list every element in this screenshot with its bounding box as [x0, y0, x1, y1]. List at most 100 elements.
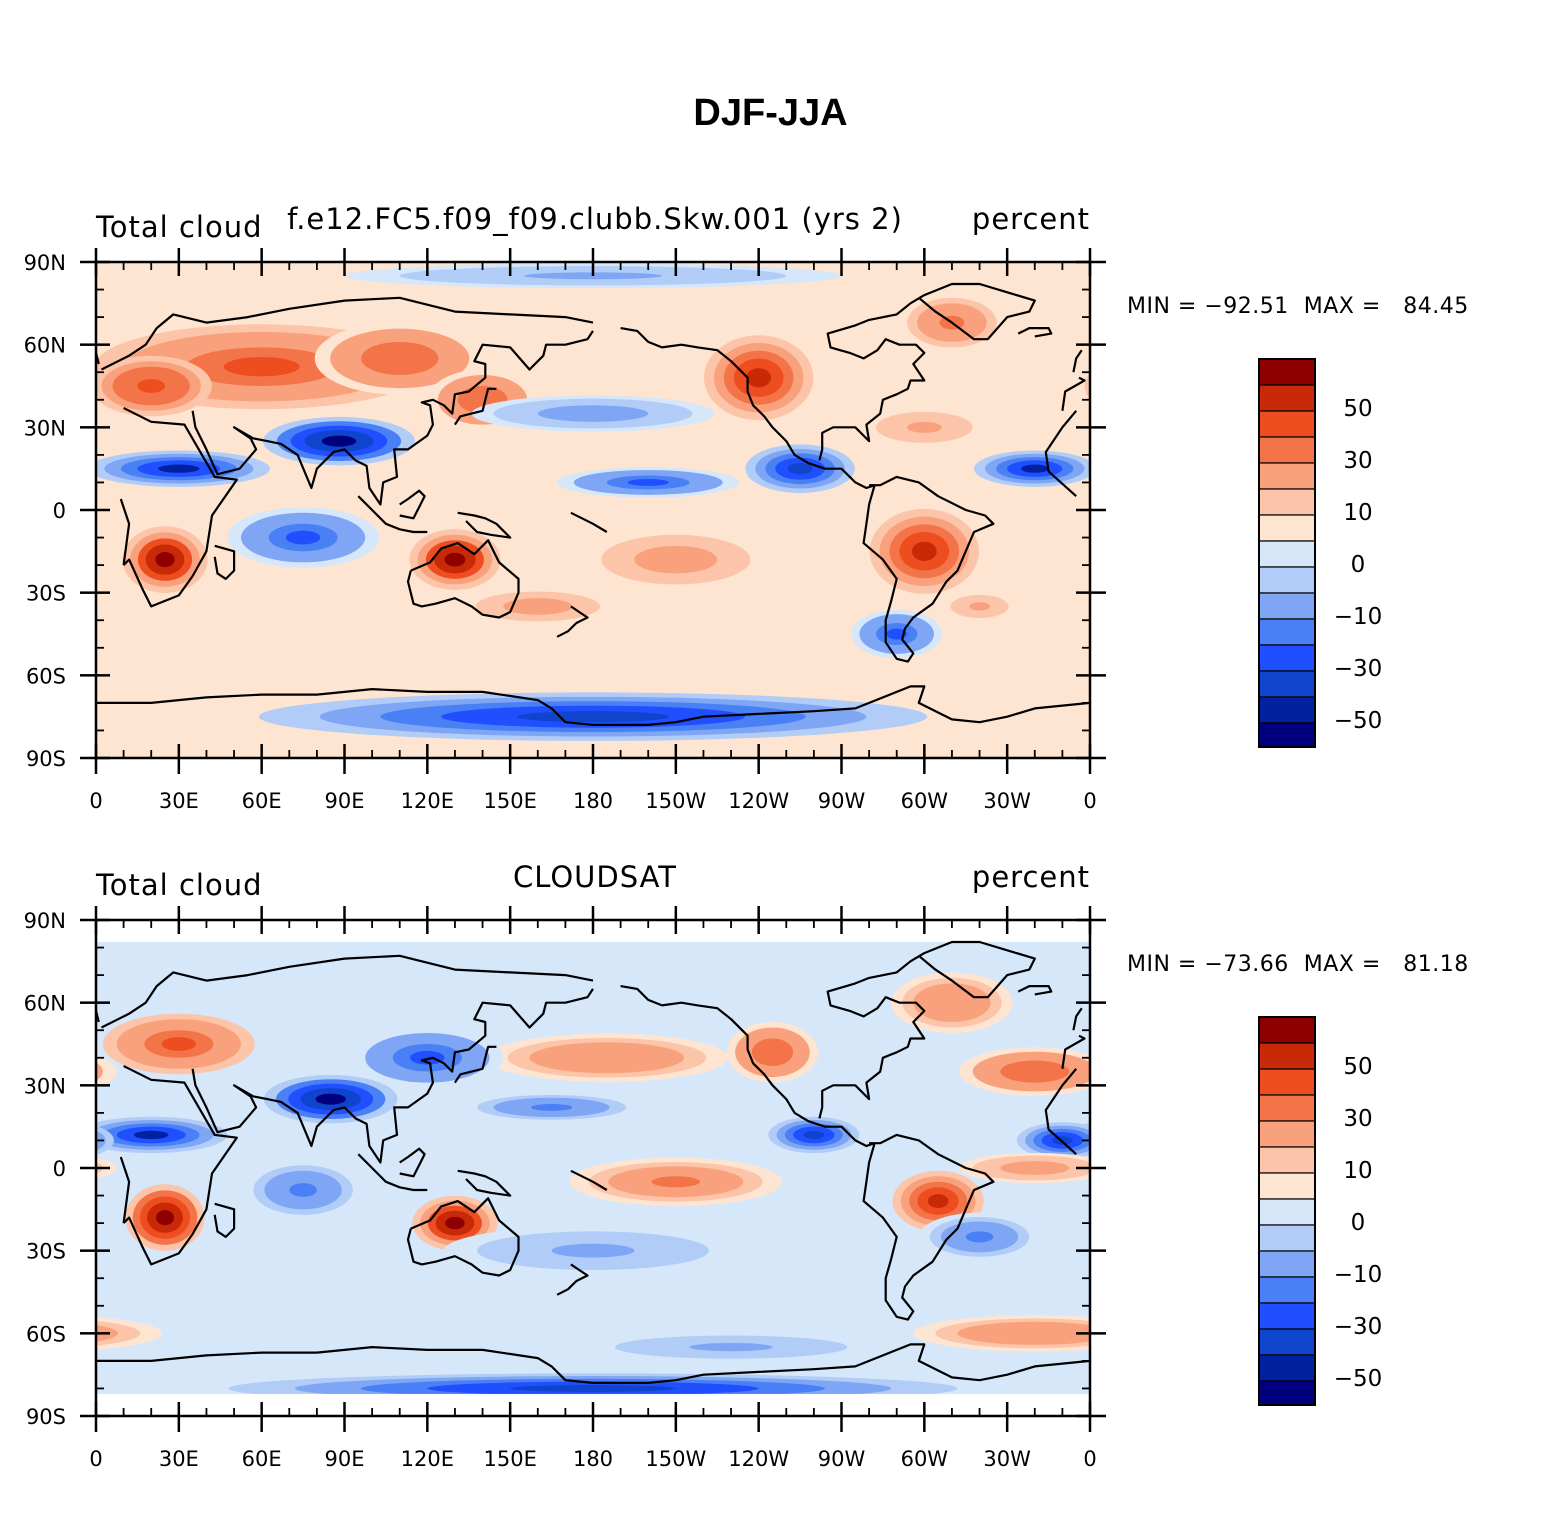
coastline — [457, 1169, 512, 1197]
colorbar-swatch — [1258, 410, 1316, 438]
lon-tick-label: 30W — [983, 789, 1031, 813]
coastline — [191, 988, 594, 1164]
coastline — [122, 1065, 238, 1266]
negative-contour — [96, 461, 102, 477]
negative-contour — [1081, 461, 1090, 477]
colorbar-label: 0 — [1350, 552, 1366, 578]
coastline — [1044, 1068, 1078, 1156]
positive-contour — [96, 1054, 117, 1089]
coastline — [357, 1153, 428, 1192]
colorbar-swatch — [1258, 358, 1316, 386]
coastline — [399, 1147, 426, 1178]
positive-contour — [927, 1194, 949, 1208]
lon-tick-label: 30E — [159, 789, 199, 813]
lat-tick-label: 90S — [26, 1405, 66, 1429]
negative-contour — [565, 409, 621, 418]
colorbar-swatch — [1258, 488, 1316, 516]
coastline — [556, 1263, 589, 1296]
lat-tick-label: 60N — [24, 992, 66, 1016]
panel-case-label: CLOUDSAT — [512, 860, 677, 894]
colorbar-swatch — [1258, 566, 1316, 594]
coastline — [1061, 1034, 1086, 1069]
negative-contour — [321, 435, 357, 447]
lon-tick-label: 120E — [401, 1447, 454, 1471]
coastline — [453, 1045, 497, 1084]
positive-contour — [1017, 1164, 1053, 1172]
coastline — [101, 954, 594, 1029]
coastline — [1017, 985, 1053, 996]
panel-units-label: percent — [971, 860, 1090, 894]
negative-contour — [1020, 464, 1049, 473]
lon-tick-label: 150E — [483, 789, 536, 813]
minmax-readout: MIN = −92.51 MAX = 84.45 — [1127, 294, 1469, 319]
negative-contour — [410, 1050, 445, 1065]
coastline — [1061, 376, 1086, 411]
coastline — [1072, 1007, 1083, 1031]
negative-contour — [689, 1342, 773, 1352]
data-field — [96, 920, 1090, 1416]
colorbar-swatch — [1258, 670, 1316, 698]
positive-contour — [907, 421, 942, 433]
lon-tick-label: 60E — [242, 789, 282, 813]
lon-tick-label: 90W — [818, 789, 866, 813]
main-title: DJF-JJA — [693, 92, 848, 134]
panel-observation: Total cloud CLOUDSAT percent MIN = −73.6… — [0, 854, 1541, 1514]
map-plot: 90N 60N 30N 0 30S 60S 90S 0 30E 60E 90E 120E 150E 180… — [24, 248, 1106, 813]
negative-contour — [787, 463, 813, 475]
coastline — [818, 282, 1036, 461]
positive-contour — [938, 995, 966, 1010]
coastline — [213, 544, 236, 580]
coastline — [122, 407, 238, 608]
positive-contour — [969, 602, 990, 611]
coastline — [556, 605, 589, 638]
colorbar-swatch — [1258, 1276, 1316, 1304]
negative-contour — [517, 711, 669, 723]
colorbar-label: 30 — [1343, 1106, 1373, 1132]
colorbar-swatch — [1258, 1146, 1316, 1174]
colorbar-swatch — [1258, 644, 1316, 672]
negative-contour — [1083, 1128, 1090, 1142]
positive-contour — [156, 1210, 175, 1226]
colorbar-swatch — [1258, 722, 1316, 748]
lon-tick-label: 150W — [645, 1447, 706, 1471]
lon-tick-label: 0 — [89, 789, 102, 813]
positive-contour — [746, 368, 772, 388]
colorbar-label: 0 — [1350, 1210, 1366, 1236]
coastline — [620, 327, 995, 663]
lon-tick-label: 0 — [1083, 1447, 1096, 1471]
lon-tick-label: 0 — [1083, 789, 1096, 813]
positive-contour — [1017, 1066, 1053, 1078]
colorbar-swatch — [1258, 1224, 1316, 1252]
negative-contour — [133, 1130, 169, 1140]
negative-contour — [965, 1231, 994, 1243]
positive-contour — [655, 552, 697, 567]
panel-left-label: Total cloud — [96, 210, 263, 244]
colorbar-label: −30 — [1333, 656, 1383, 682]
colorbar-swatch — [1258, 1354, 1316, 1382]
colorbar-swatch — [1258, 1250, 1316, 1278]
positive-contour — [380, 350, 420, 367]
lon-tick-label: 90W — [818, 1447, 866, 1471]
colorbar-frame — [1258, 1016, 1316, 1406]
coastline — [119, 1156, 131, 1224]
positive-contour — [520, 602, 556, 611]
colorbar-label: 30 — [1343, 448, 1373, 474]
lon-tick-label: 30W — [983, 1447, 1031, 1471]
colorbar-swatch — [1258, 592, 1316, 620]
colorbar-label: 50 — [1343, 396, 1373, 422]
negative-contour — [315, 1093, 346, 1105]
colorbar-label: 50 — [1343, 1054, 1373, 1080]
lon-tick-label: 0 — [89, 1447, 102, 1471]
lat-tick-label: 60S — [26, 664, 66, 688]
coastline — [191, 330, 594, 506]
coastline — [213, 1202, 236, 1238]
colorbar-frame — [1258, 358, 1316, 748]
negative-contour — [1069, 1122, 1090, 1148]
positive-contour — [137, 379, 166, 393]
negative-contour — [289, 1183, 317, 1197]
lat-tick-label: 30N — [24, 1074, 66, 1098]
positive-contour — [1007, 1329, 1063, 1338]
negative-contour — [96, 1130, 106, 1151]
colorbar-swatch — [1258, 618, 1316, 646]
colorbar-label: −10 — [1333, 604, 1383, 630]
